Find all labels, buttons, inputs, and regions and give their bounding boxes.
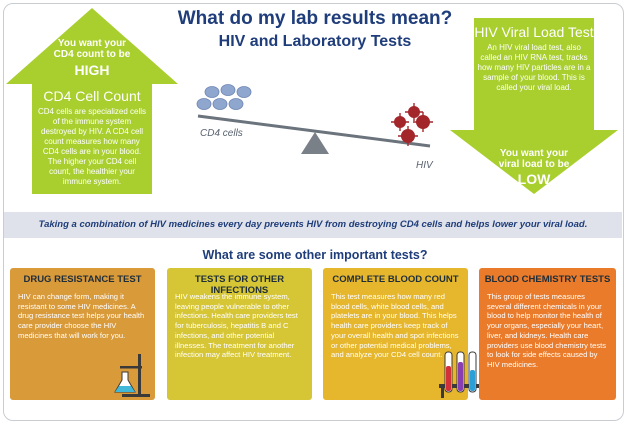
hiv-label: HIV — [416, 160, 433, 171]
card-other-infections: TESTS FOR OTHER INFECTIONS HIV weakens t… — [167, 268, 312, 400]
page-title: What do my lab results mean? — [177, 8, 453, 29]
card-title: BLOOD CHEMISTRY TESTS — [484, 274, 611, 285]
other-tests-heading: What are some other important tests? — [202, 248, 428, 262]
viral-down-arrow: HIV Viral Load Test An HIV viral load te… — [448, 18, 620, 196]
test-tubes-icon — [439, 351, 487, 398]
cd4-want-line2: CD4 count to be — [53, 49, 131, 60]
cd4-cells-icon — [196, 84, 252, 110]
viral-level: LOW — [517, 171, 551, 187]
card-drug-resistance: DRUG RESISTANCE TEST HIV can change form… — [10, 268, 155, 400]
cd4-want-line1: You want your — [57, 38, 127, 49]
card-blood-count: COMPLETE BLOOD COUNT This test measures … — [323, 268, 487, 400]
viral-body: An HIV viral load test, also called an H… — [477, 43, 591, 92]
message-band: Taking a combination of HIV medicines ev… — [4, 212, 622, 238]
card-title: TESTS FOR OTHER INFECTIONS — [194, 274, 285, 296]
cd4-title: CD4 Cell Count — [43, 88, 141, 104]
flask-icon — [114, 354, 150, 397]
card-title: COMPLETE BLOOD COUNT — [332, 274, 459, 285]
card-body: This test measures how many red blood ce… — [331, 292, 459, 360]
viral-want-line2: viral load to be — [498, 159, 570, 170]
up-arrow-icon — [6, 8, 178, 194]
card-body: HIV weakens the immune system, leaving p… — [175, 292, 298, 360]
card-title: DRUG RESISTANCE TEST — [23, 274, 142, 285]
seesaw-icon — [196, 84, 433, 154]
hiv-virus-icon — [391, 103, 433, 146]
cd4-body: CD4 cells are specialized cells of the i… — [37, 107, 147, 186]
card-blood-chemistry: BLOOD CHEMISTRY TESTS This group of test… — [479, 268, 616, 400]
cd4-up-arrow: You want your CD4 count to be HIGH CD4 C… — [4, 6, 180, 194]
cd4-cells-label: CD4 cells — [200, 128, 243, 139]
page-subtitle: HIV and Laboratory Tests — [218, 33, 412, 50]
down-arrow-icon — [450, 18, 618, 194]
viral-title: HIV Viral Load Test — [474, 24, 594, 40]
card-body: HIV can change form, making it resistant… — [18, 292, 145, 340]
cd4-level: HIGH — [74, 62, 110, 78]
message-text: Taking a combination of HIV medicines ev… — [38, 219, 588, 230]
balance-scale: CD4 cells HIV — [190, 70, 445, 180]
card-body: This group of tests measures several dif… — [487, 292, 607, 369]
viral-want-line1: You want your — [499, 148, 569, 159]
